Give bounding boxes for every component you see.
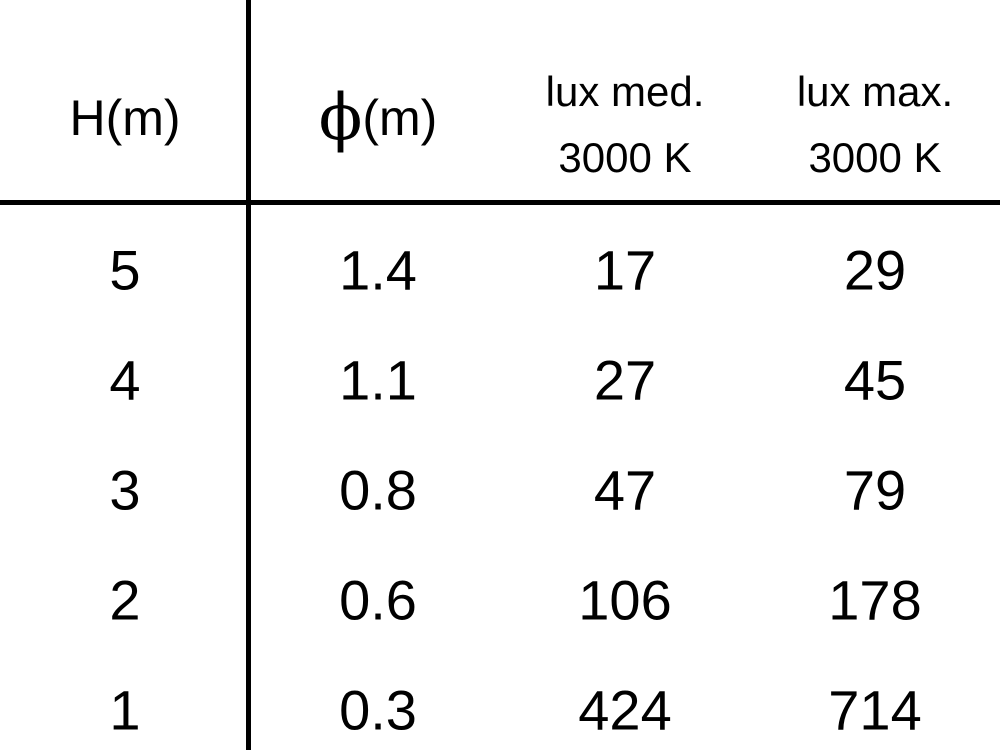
- header-lux-med-line2: 3000 K: [558, 134, 692, 181]
- table-cell: 79: [843, 458, 907, 522]
- table-cell: 424: [578, 678, 672, 742]
- table-cell: 178: [828, 568, 922, 632]
- table-cell: 1.4: [339, 238, 417, 302]
- table-cell: 1.1: [339, 348, 417, 412]
- table-cell: 714: [828, 678, 922, 742]
- column-divider: [246, 0, 251, 750]
- table-cell: 0.6: [339, 568, 417, 632]
- header-lux-med: lux med. 3000 K: [546, 59, 705, 191]
- table-cell: 29: [843, 238, 907, 302]
- table-cell: 5: [109, 238, 141, 302]
- table-cell: 27: [593, 348, 657, 412]
- header-lux-max: lux max. 3000 K: [797, 59, 953, 191]
- header-diameter: ϕ(m): [319, 81, 438, 155]
- table-cell: 0.8: [339, 458, 417, 522]
- table-cell: 3: [109, 458, 141, 522]
- table-cell: 0.3: [339, 678, 417, 742]
- table-cell: 45: [843, 348, 907, 412]
- table-cell: 106: [578, 568, 672, 632]
- header-height: H(m): [69, 90, 181, 146]
- phi-symbol: ϕ: [318, 81, 363, 155]
- table-cell: 1: [109, 678, 141, 742]
- header-lux-med-line1: lux med.: [545, 68, 705, 115]
- header-lux-max-line1: lux max.: [796, 68, 954, 115]
- table-cell: 47: [593, 458, 657, 522]
- header-diameter-unit: (m): [362, 90, 438, 146]
- header-divider: [0, 200, 1000, 205]
- table-cell: 2: [109, 568, 141, 632]
- table-cell: 4: [109, 348, 141, 412]
- table-cell: 17: [593, 238, 657, 302]
- header-lux-max-line2: 3000 K: [808, 134, 942, 181]
